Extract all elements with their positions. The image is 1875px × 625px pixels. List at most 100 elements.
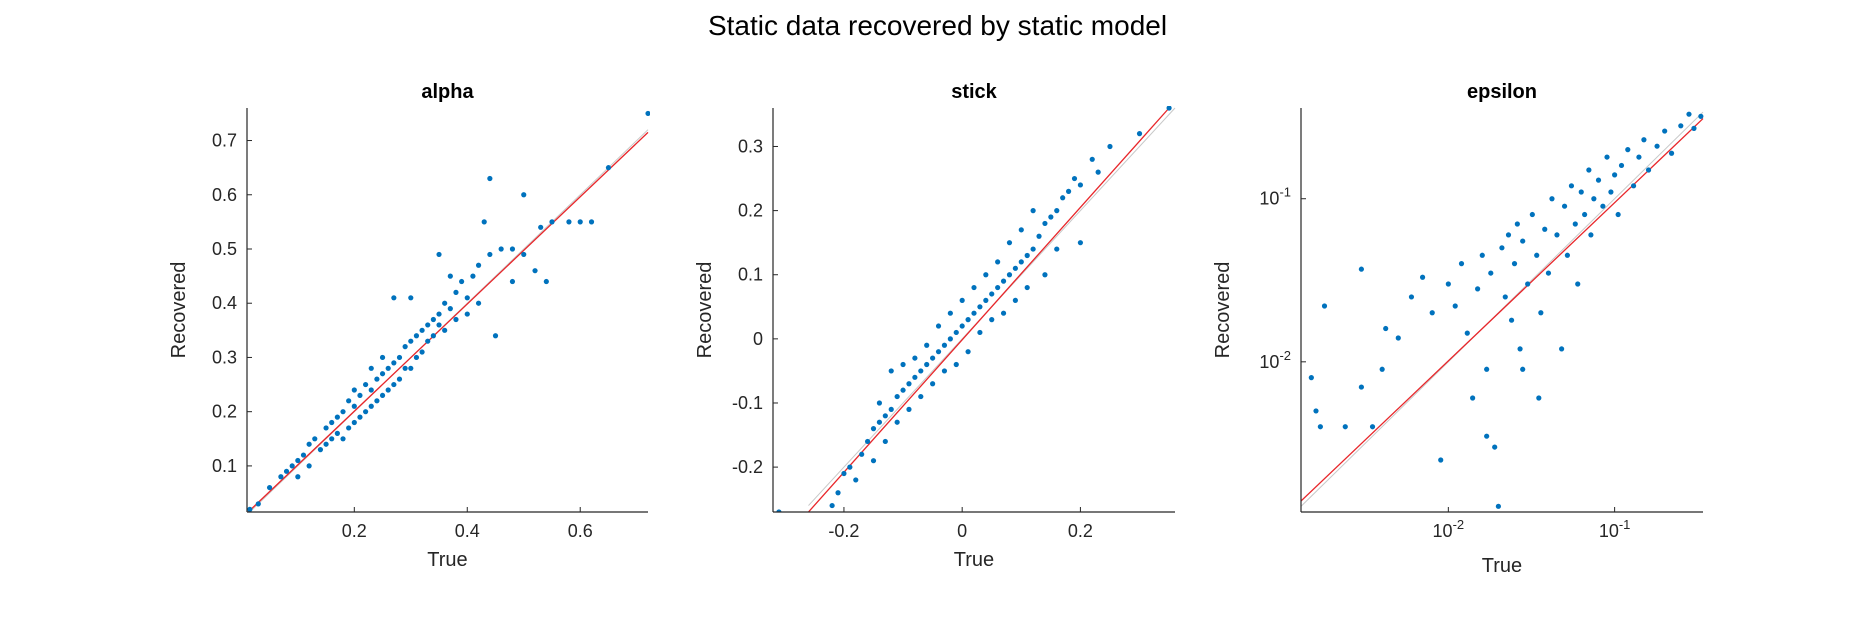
data-point bbox=[1136, 131, 1143, 137]
data-point bbox=[396, 376, 403, 382]
data-point bbox=[1071, 175, 1078, 182]
data-point bbox=[1438, 457, 1444, 463]
data-point bbox=[278, 474, 284, 480]
figure-title: Static data recovered by static model bbox=[707, 10, 1168, 41]
data-point bbox=[1517, 346, 1523, 352]
data-point bbox=[1561, 203, 1568, 209]
data-point bbox=[1525, 281, 1531, 287]
data-point bbox=[413, 333, 420, 339]
data-point bbox=[1060, 195, 1066, 201]
data-point bbox=[391, 381, 397, 388]
data-point bbox=[334, 430, 340, 436]
y-tick-label: 0.1 bbox=[212, 456, 237, 476]
data-point bbox=[436, 322, 442, 328]
data-point bbox=[1313, 408, 1319, 414]
alpha-panel: 0.2 0.4 0.6 0.1 0.2 0.3 0.4 0.5 0.6 0.7 alpha True R… bbox=[168, 81, 650, 571]
data-point bbox=[1408, 294, 1415, 300]
y-axis-label: Recovered bbox=[694, 262, 716, 359]
data-point bbox=[1018, 227, 1024, 233]
data-point bbox=[1012, 265, 1018, 271]
data-point bbox=[1452, 303, 1458, 309]
data-point bbox=[1575, 281, 1581, 287]
data-point bbox=[1625, 147, 1631, 153]
data-point bbox=[385, 387, 391, 393]
data-point bbox=[357, 414, 363, 420]
data-point bbox=[870, 426, 877, 432]
data-point bbox=[1107, 143, 1113, 150]
data-point bbox=[442, 327, 448, 333]
data-point bbox=[475, 300, 482, 306]
data-point bbox=[1317, 424, 1323, 430]
data-point bbox=[1166, 106, 1172, 111]
data-point bbox=[935, 323, 942, 329]
data-point bbox=[1630, 183, 1637, 189]
data-point bbox=[870, 458, 877, 464]
data-point bbox=[876, 419, 883, 425]
data-point bbox=[538, 224, 544, 230]
data-point bbox=[1000, 278, 1007, 284]
data-point bbox=[1582, 211, 1588, 218]
data-point bbox=[306, 463, 312, 469]
data-point bbox=[894, 419, 900, 425]
x-tick-label: 0.4 bbox=[455, 521, 480, 541]
data-point bbox=[1308, 375, 1314, 381]
data-point bbox=[588, 219, 595, 225]
data-point bbox=[266, 484, 273, 491]
data-point bbox=[549, 219, 555, 225]
data-point bbox=[255, 501, 261, 507]
data-point bbox=[835, 490, 841, 496]
alpha-plot-area bbox=[247, 110, 650, 512]
data-point bbox=[1578, 189, 1584, 195]
data-point bbox=[947, 310, 953, 316]
panel-title: alpha bbox=[421, 81, 474, 103]
data-point bbox=[470, 273, 476, 279]
data-point bbox=[995, 259, 1001, 265]
data-point bbox=[847, 464, 853, 470]
epsilon-plot-area bbox=[1301, 111, 1704, 509]
data-point bbox=[442, 300, 448, 306]
data-point bbox=[402, 365, 408, 371]
data-point bbox=[645, 110, 650, 117]
data-point bbox=[1554, 232, 1560, 238]
data-point bbox=[247, 506, 253, 512]
panel-title: epsilon bbox=[1467, 81, 1537, 103]
data-point bbox=[977, 329, 983, 336]
data-point bbox=[464, 295, 470, 301]
y-tick-label: 0.6 bbox=[212, 185, 237, 205]
fit-line bbox=[1301, 118, 1704, 502]
data-point bbox=[1012, 297, 1018, 303]
data-point bbox=[965, 349, 971, 355]
data-point bbox=[295, 457, 301, 464]
fit-line bbox=[807, 107, 1170, 512]
data-point bbox=[1419, 274, 1426, 280]
data-point bbox=[391, 360, 397, 366]
data-point bbox=[1024, 284, 1030, 291]
data-point bbox=[941, 368, 948, 374]
data-point bbox=[1018, 259, 1024, 265]
data-point bbox=[509, 278, 516, 285]
data-point bbox=[1604, 154, 1610, 160]
data-point bbox=[1511, 261, 1518, 267]
data-point bbox=[351, 403, 357, 409]
data-point bbox=[953, 329, 959, 336]
data-point bbox=[1564, 252, 1570, 258]
data-point bbox=[941, 342, 948, 348]
data-point bbox=[1030, 208, 1036, 214]
data-point bbox=[340, 436, 346, 442]
data-point bbox=[912, 355, 918, 361]
data-point bbox=[1077, 240, 1084, 246]
data-point bbox=[481, 219, 487, 225]
data-point bbox=[1645, 167, 1652, 173]
epsilon-panel: 10-2 10-1 10-2 10-1 epsilon True Recovered bbox=[1212, 81, 1704, 577]
data-point bbox=[995, 284, 1001, 291]
data-point bbox=[1089, 156, 1095, 162]
data-point bbox=[776, 509, 782, 512]
data-point bbox=[1568, 183, 1575, 189]
data-point bbox=[1686, 111, 1692, 117]
data-point bbox=[1054, 208, 1060, 214]
data-point bbox=[1379, 366, 1385, 372]
data-point bbox=[408, 365, 414, 371]
data-point bbox=[1586, 167, 1592, 173]
data-point bbox=[983, 272, 989, 278]
y-tick-label: 10-2 bbox=[1259, 348, 1291, 372]
